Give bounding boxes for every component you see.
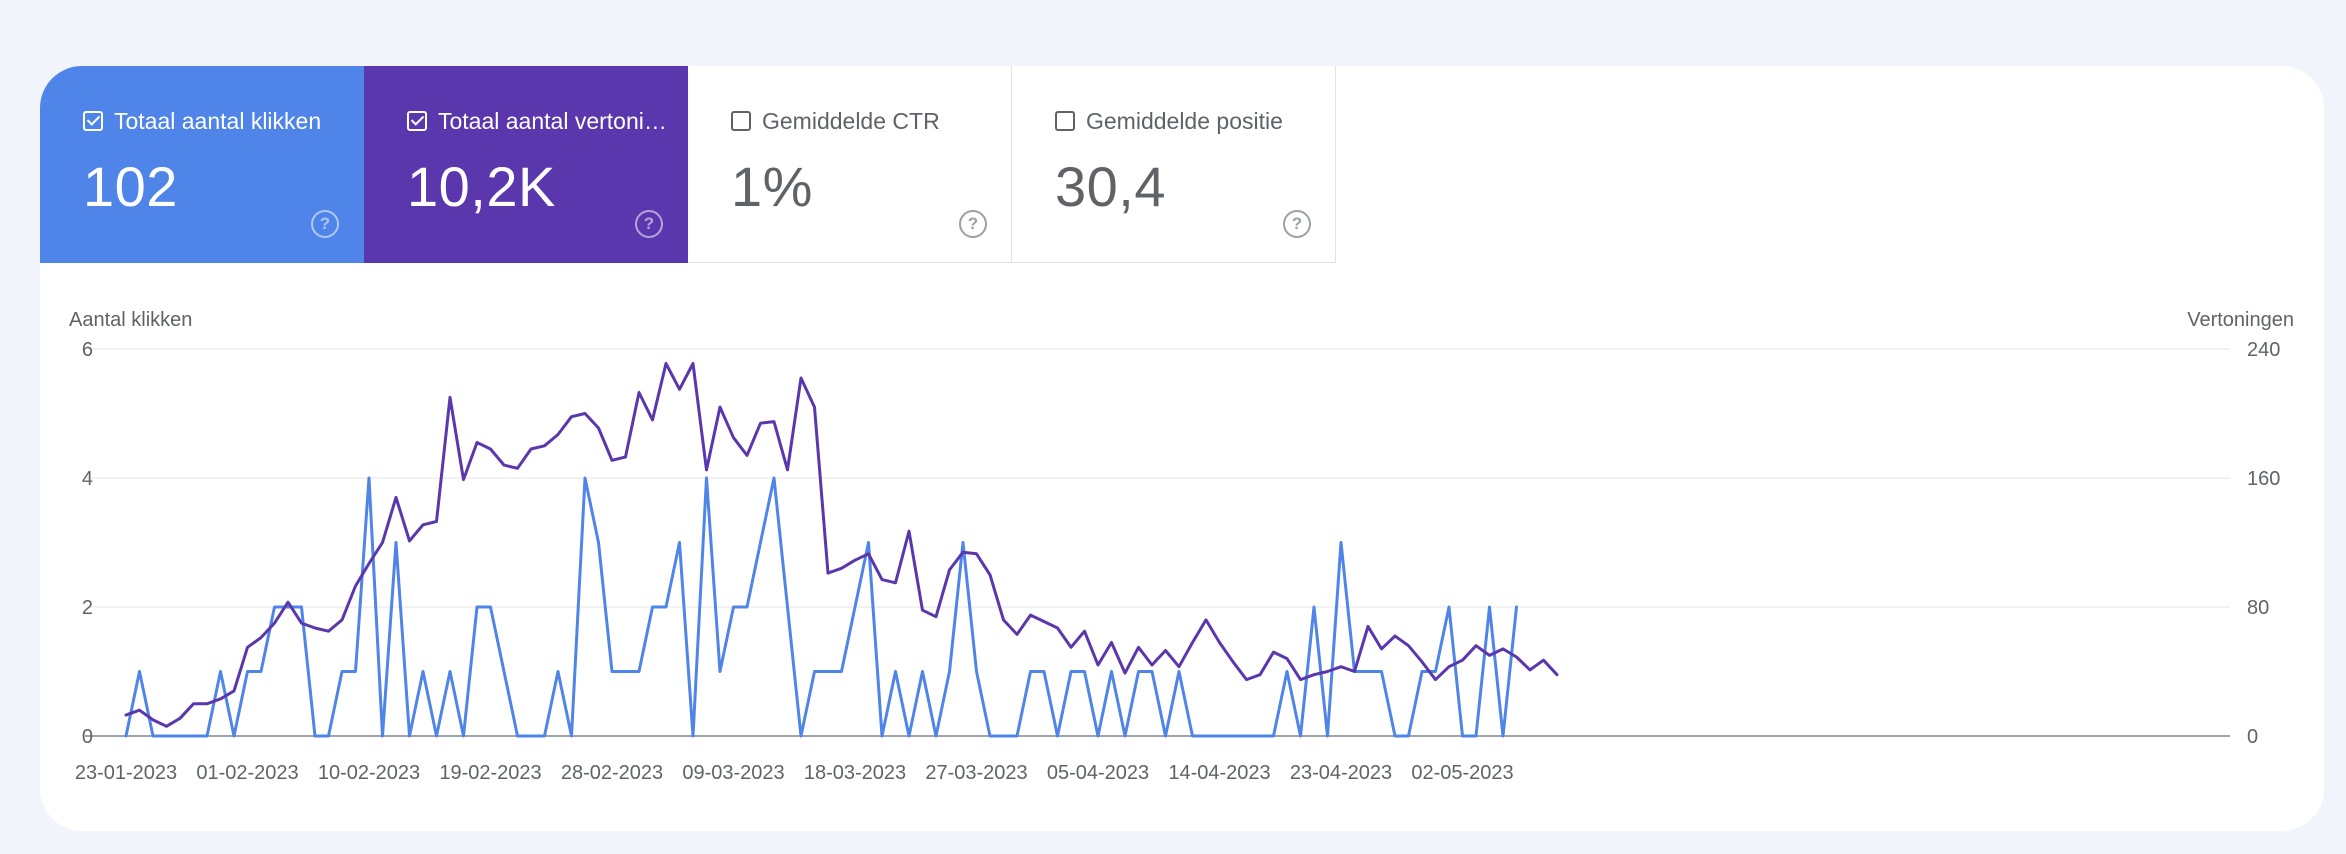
metric-ctr[interactable]: Gemiddelde CTR 1% ? [688,66,1012,263]
y2-tick-label: 160 [2247,468,2280,490]
help-icon[interactable]: ? [959,210,987,238]
x-tick-label: 05-04-2023 [1047,762,1149,784]
y-tick-label: 0 [82,726,93,748]
x-tick-label: 02-05-2023 [1411,762,1513,784]
metric-tabs: Totaal aantal klikken 102 ? Totaal aanta… [40,66,1336,263]
help-icon[interactable]: ? [311,210,339,238]
performance-card: Totaal aantal klikken 102 ? Totaal aanta… [40,66,2324,831]
y2-axis-ticks: 0 80 160 240 [2247,339,2280,748]
x-tick-label: 19-02-2023 [439,762,541,784]
performance-chart: Aantal klikken Vertoningen 0 2 4 6 0 80 160 24… [69,309,2294,784]
x-tick-label: 10-02-2023 [318,762,420,784]
y-axis-title: Aantal klikken [69,309,192,331]
position-checkbox[interactable] [1055,111,1075,131]
help-icon[interactable]: ? [1283,210,1311,238]
y-tick-label: 6 [82,339,93,361]
metric-position-value: 30,4 [1055,155,1166,218]
x-tick-label: 09-03-2023 [682,762,784,784]
ctr-checkbox[interactable] [731,111,751,131]
impressions-series-line[interactable] [124,362,1559,728]
x-tick-label: 23-04-2023 [1290,762,1392,784]
y-axis-ticks: 0 2 4 6 [82,339,93,748]
y2-axis-title: Vertoningen [2187,309,2294,331]
impressions-checkbox[interactable] [407,111,427,131]
x-tick-label: 01-02-2023 [196,762,298,784]
clicks-checkbox[interactable] [83,111,103,131]
clicks-series-line[interactable] [124,476,1518,738]
y2-tick-label: 240 [2247,339,2280,361]
x-tick-label: 27-03-2023 [925,762,1027,784]
metric-position[interactable]: Gemiddelde positie 30,4 ? [1012,66,1336,263]
metric-ctr-value: 1% [731,155,813,218]
y-tick-label: 4 [82,468,93,490]
metric-clicks-value: 102 [83,155,178,218]
series-lines [124,362,1559,738]
x-axis-ticks: 23-01-2023 01-02-2023 10-02-2023 19-02-2023… [75,762,1514,784]
x-tick-label: 14-04-2023 [1168,762,1270,784]
metric-impressions-value: 10,2K [407,155,556,218]
y-tick-label: 2 [82,597,93,619]
x-tick-label: 18-03-2023 [804,762,906,784]
help-icon[interactable]: ? [635,210,663,238]
y2-tick-label: 0 [2247,726,2258,748]
x-tick-label: 28-02-2023 [561,762,663,784]
x-tick-label: 23-01-2023 [75,762,177,784]
metric-impressions[interactable]: Totaal aantal vertoningen 10,2K ? [364,66,688,263]
metric-clicks[interactable]: Totaal aantal klikken 102 ? [40,66,364,263]
y2-tick-label: 80 [2247,597,2269,619]
